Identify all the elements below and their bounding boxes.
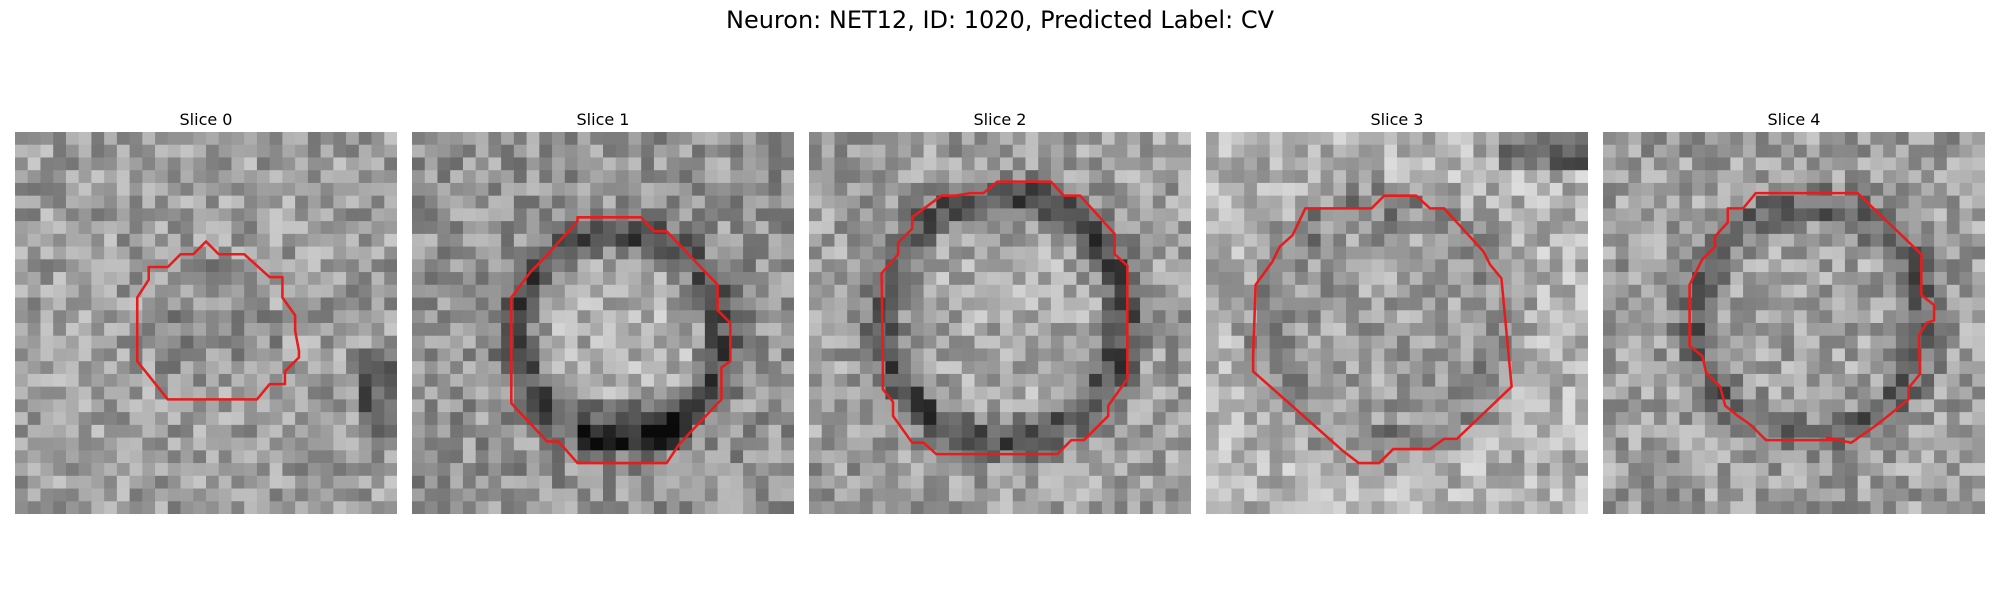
microscopy-pixels-0 (15, 132, 397, 514)
slice-title-2: Slice 2 (973, 110, 1027, 129)
slice-image-1 (412, 132, 794, 514)
slice-image-3 (1206, 132, 1588, 514)
slice-title-4: Slice 4 (1767, 110, 1821, 129)
slice-panel-0: Slice 0 (15, 108, 397, 514)
segmentation-contour-3 (1251, 194, 1513, 465)
slice-panel-1: Slice 1 (412, 108, 794, 514)
segmentation-contour-4 (1688, 191, 1936, 444)
slice-panel-2: Slice 2 (809, 108, 1191, 514)
microscopy-pixels-1 (412, 132, 794, 514)
slice-title-0: Slice 0 (179, 110, 233, 129)
slice-image-0 (15, 132, 397, 514)
microscopy-pixels-3 (1206, 132, 1588, 514)
microscopy-pixels-4 (1603, 132, 1985, 514)
figure-title: Neuron: NET12, ID: 1020, Predicted Label… (726, 6, 1274, 34)
slice-panel-4: Slice 4 (1603, 108, 1985, 514)
slice-image-2 (809, 132, 1191, 514)
slice-title-3: Slice 3 (1370, 110, 1424, 129)
segmentation-contour-2 (880, 180, 1129, 456)
slice-image-4 (1603, 132, 1985, 514)
slice-title-1: Slice 1 (576, 110, 630, 129)
microscopy-pixels-2 (809, 132, 1191, 514)
segmentation-contour-0 (135, 240, 301, 401)
slice-panel-3: Slice 3 (1206, 108, 1588, 514)
segmentation-contour-1 (510, 216, 732, 465)
